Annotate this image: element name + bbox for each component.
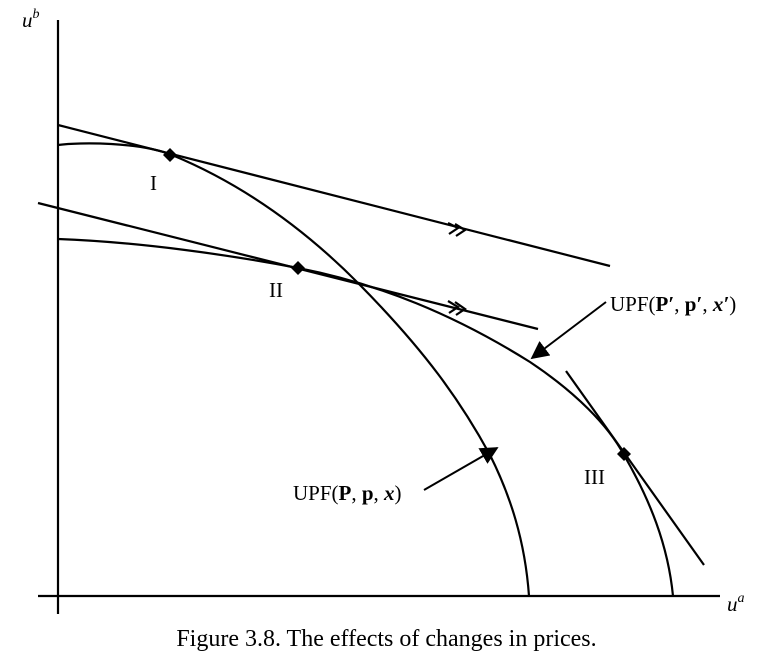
- upf-new-label: UPF(P′, p′, x′): [610, 292, 736, 316]
- x-axis-label: ua: [727, 591, 745, 616]
- double-chevron-icon: [447, 300, 467, 316]
- price-line-III: [565, 370, 705, 566]
- figure-caption: Figure 3.8. The effects of changes in pr…: [176, 626, 597, 652]
- point-label-III: III: [584, 465, 605, 489]
- upf-outer-curve: [57, 237, 675, 597]
- y-axis-label: ub: [22, 7, 40, 32]
- double-chevron-icon: [447, 222, 468, 237]
- arrow-to-inner-curve: [423, 447, 499, 491]
- upf-inner-curve: [57, 142, 531, 597]
- point-label-I: I: [150, 171, 157, 195]
- tangency-point-III: [617, 447, 631, 461]
- tangency-point-II: [291, 261, 305, 275]
- tangency-point-I: [163, 148, 177, 162]
- price-line-I: [57, 123, 611, 268]
- arrow-to-outer-curve: [530, 301, 607, 360]
- upf-old-label: UPF(P, p, x): [293, 481, 402, 505]
- point-label-II: II: [269, 278, 283, 302]
